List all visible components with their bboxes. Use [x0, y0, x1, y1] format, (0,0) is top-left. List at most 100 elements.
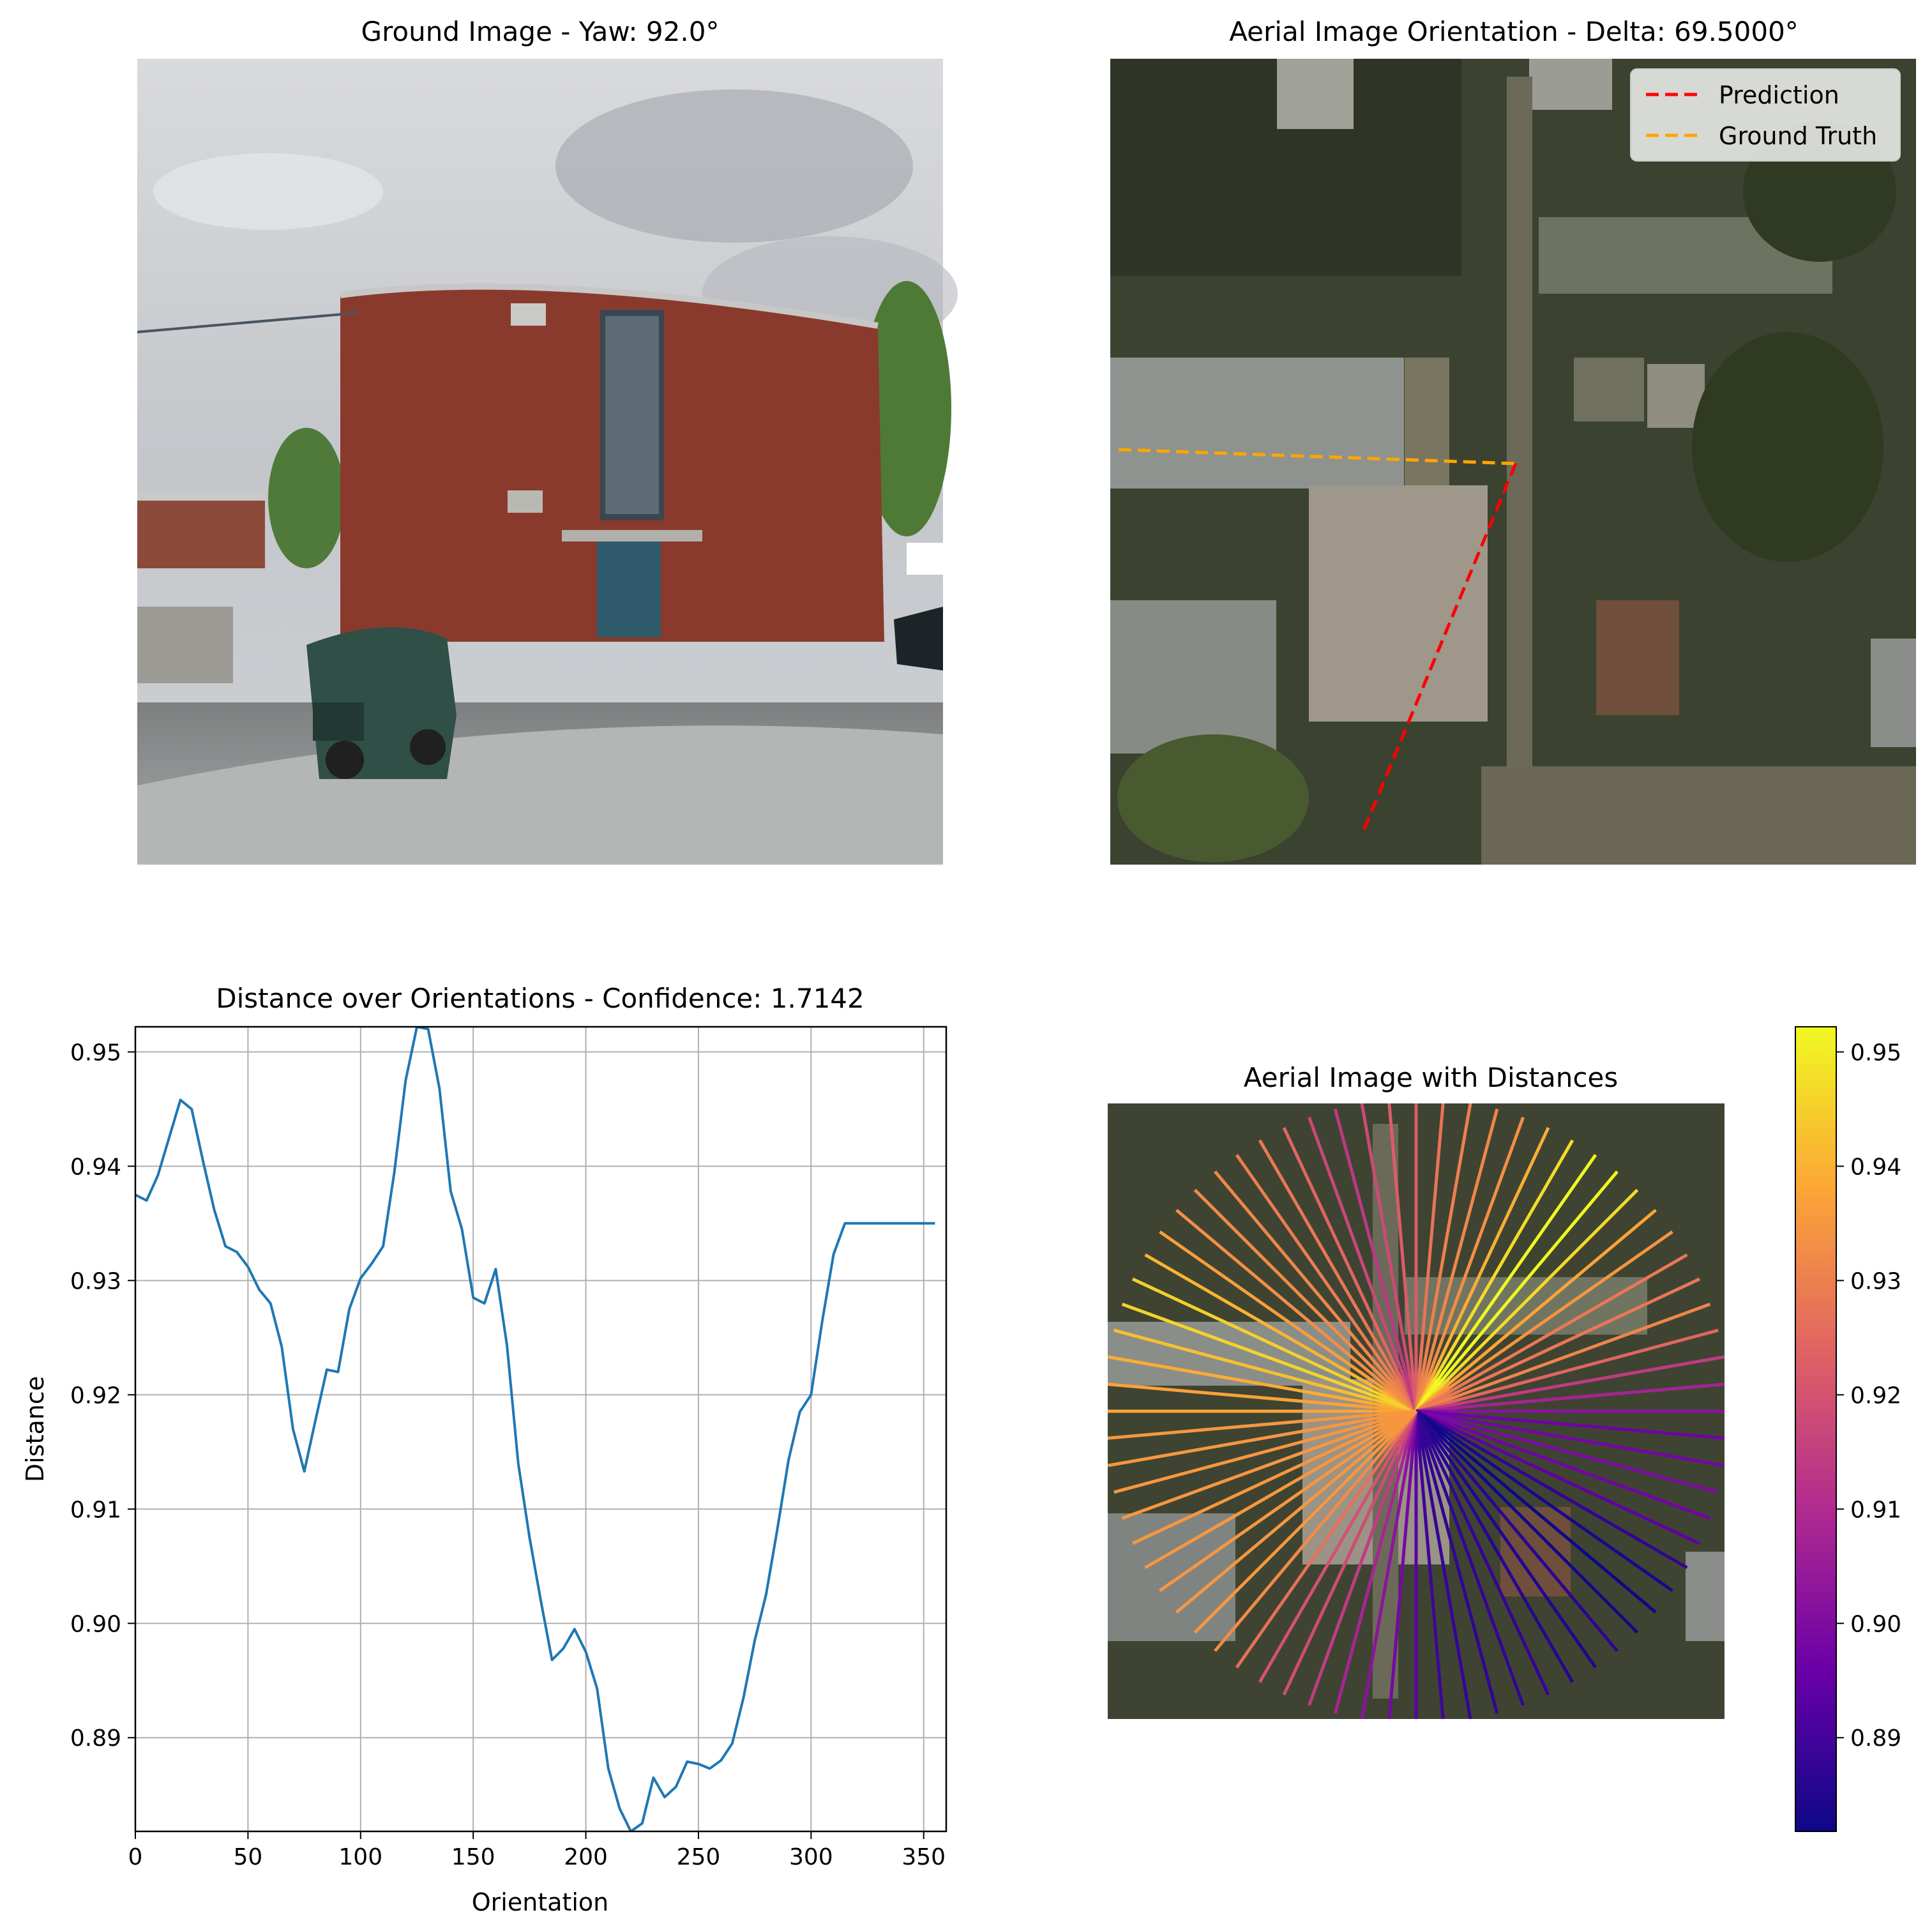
legend-prediction-label: Prediction	[1719, 81, 1839, 109]
distance-ray	[1360, 1103, 1418, 1412]
distance-ray	[1108, 1382, 1417, 1413]
y-ticks: 0.89 0.90 0.91 0.92 0.93 0.94 0.95	[70, 1040, 135, 1752]
distance-ray	[1415, 1409, 1724, 1467]
distance-ray	[1415, 1409, 1688, 1570]
distance-ray	[1214, 1410, 1417, 1653]
distance-ray	[1108, 1409, 1417, 1467]
x-tick-label: 350	[902, 1844, 946, 1870]
distance-chart: Distance over Orientations - Confidence:…	[21, 983, 947, 1916]
distance-ray	[1414, 1411, 1525, 1706]
distance-ray	[1415, 1188, 1639, 1412]
distance-ray	[1414, 1154, 1597, 1412]
distance-ray	[1415, 1409, 1719, 1494]
aerial-image	[1110, 59, 1916, 865]
distance-ray	[1235, 1410, 1418, 1669]
distance-ray	[1387, 1103, 1418, 1412]
distance-ray	[1414, 1410, 1550, 1696]
distance-plot-frame	[134, 1026, 947, 1833]
colorbar-tick-label: 0.94	[1850, 1154, 1901, 1180]
distance-ray	[1121, 1303, 1417, 1413]
distance-ray	[1415, 1410, 1639, 1634]
distance-ray	[1108, 1409, 1417, 1440]
distance-ray	[1131, 1277, 1417, 1413]
prediction-line	[1362, 463, 1518, 831]
colorbar-tick-label: 0.90	[1850, 1611, 1901, 1637]
colorbar-tick-label: 0.89	[1850, 1725, 1901, 1752]
distance-ray	[1258, 1139, 1418, 1412]
distance-ray	[1414, 1103, 1472, 1412]
x-axis-label: Orientation	[472, 1888, 609, 1916]
distance-ray	[1414, 1139, 1574, 1412]
distance-ray	[1415, 1253, 1688, 1413]
distance-ray	[1414, 1411, 1499, 1714]
distance-ray	[1214, 1170, 1417, 1412]
legend: Prediction Ground Truth	[1630, 68, 1901, 162]
x-ticks: 0 50 100 150 200 250 300 350	[128, 1831, 946, 1870]
distance-ray	[1333, 1411, 1418, 1714]
distance-ray	[1175, 1209, 1417, 1412]
y-tick-label: 0.94	[70, 1154, 121, 1180]
x-tick-label: 150	[451, 1844, 495, 1870]
y-tick-label: 0.93	[70, 1268, 121, 1294]
colorbar: 0.89 0.90 0.91 0.92 0.93 0.94 0.95	[1795, 1026, 1901, 1832]
x-tick-label: 300	[789, 1844, 833, 1870]
colorbar-tick-label: 0.92	[1850, 1382, 1901, 1409]
distance-ray	[1415, 1230, 1673, 1413]
distance-ray	[1415, 1409, 1701, 1545]
ground-title: Ground Image - Yaw: 92.0°	[361, 16, 720, 47]
distance-ray	[1415, 1410, 1657, 1614]
y-axis-label: Distance	[21, 1376, 49, 1482]
distance-ray	[1282, 1126, 1418, 1412]
distance-ray	[1414, 1126, 1550, 1412]
distance-title: Distance over Orientations - Confidence:…	[216, 983, 864, 1014]
line-layer	[135, 1027, 935, 1831]
legend-ground-truth-label: Ground Truth	[1719, 122, 1877, 150]
distance-ray	[1387, 1411, 1418, 1719]
distance-ray	[1258, 1410, 1418, 1683]
distance-ray	[1415, 1410, 1619, 1653]
distance-ray	[1415, 1382, 1724, 1413]
distance-ray	[1414, 1410, 1574, 1683]
distance-ray	[1144, 1409, 1417, 1570]
distance-ray	[1282, 1410, 1418, 1696]
y-tick-label: 0.90	[70, 1611, 121, 1637]
distance-ray	[1415, 1328, 1719, 1413]
distance-ray	[1415, 1209, 1657, 1412]
distance-ray	[1113, 1409, 1417, 1494]
colorbar-ticks: 0.89 0.90 0.91 0.92 0.93 0.94 0.95	[1836, 1040, 1901, 1752]
distance-ray	[1414, 1410, 1597, 1669]
y-tick-label: 0.89	[70, 1725, 121, 1752]
distance-ray	[1415, 1355, 1724, 1413]
y-tick-label: 0.95	[70, 1040, 121, 1066]
distance-ray	[1414, 1116, 1525, 1412]
distance-ray	[1415, 1277, 1701, 1413]
ground-panel: Ground Image - Yaw: 92.0°	[137, 16, 958, 865]
distance-ray	[1121, 1409, 1417, 1520]
distance-ray	[1159, 1409, 1417, 1593]
y-tick-label: 0.91	[70, 1497, 121, 1523]
x-tick-label: 250	[677, 1844, 721, 1870]
colorbar-tick-label: 0.91	[1850, 1497, 1901, 1523]
aerial-panel: Aerial Image Orientation - Delta: 69.500…	[1110, 16, 1916, 865]
distance-ray	[1113, 1328, 1417, 1413]
aerial-distance-panel: Aerial Image with Distances 0.89 0.90 0.91…	[1108, 1026, 1901, 1832]
distance-series-line	[135, 1027, 935, 1831]
distance-ray	[1131, 1409, 1417, 1545]
distance-ray	[1415, 1303, 1711, 1413]
distance-ray	[1308, 1116, 1418, 1412]
distance-ray	[1333, 1109, 1418, 1412]
distance-ray	[1415, 1170, 1619, 1412]
colorbar-gradient	[1795, 1026, 1837, 1832]
distance-ray	[1175, 1410, 1417, 1614]
ground-image	[137, 59, 958, 865]
distance-ray	[1414, 1411, 1445, 1719]
distance-ray	[1415, 1409, 1724, 1440]
y-tick-label: 0.92	[70, 1382, 121, 1409]
distance-ray	[1415, 1409, 1711, 1520]
grid	[135, 1027, 946, 1831]
distance-ray	[1159, 1230, 1417, 1413]
distance-ray	[1414, 1109, 1499, 1412]
x-tick-label: 50	[233, 1844, 262, 1870]
distance-ray	[1414, 1411, 1472, 1719]
